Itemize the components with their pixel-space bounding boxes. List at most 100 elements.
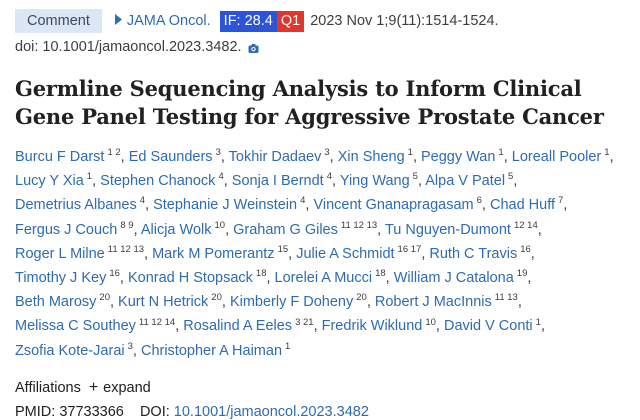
author-name-link[interactable]: Christopher A Haiman xyxy=(140,342,283,359)
author-name-link[interactable]: Zsofia Kote-Jarai xyxy=(15,342,125,359)
author-name-link[interactable]: Fergus J Couch xyxy=(15,221,118,238)
author-name-link[interactable]: Xin Sheng xyxy=(337,148,405,165)
author-name-link[interactable]: Kurt N Hetrick xyxy=(118,294,209,311)
author-affiliation-numbers[interactable]: 12 14 xyxy=(513,219,538,231)
author-item: David V Conti 1, xyxy=(443,316,545,335)
article-title-line-1: Germline Sequencing Analysis to Inform C… xyxy=(15,76,582,101)
author-affiliation-numbers[interactable]: 4 xyxy=(326,171,332,183)
author-name-link[interactable]: Peggy Wan xyxy=(421,148,496,165)
author-name-link[interactable]: Alicja Wolk xyxy=(140,221,212,238)
author-affiliation-numbers[interactable]: 3 21 xyxy=(295,316,314,328)
author-item: Timothy J Key 16, xyxy=(15,268,124,286)
author-affiliation-numbers[interactable]: 1 xyxy=(407,147,413,158)
author-name-link[interactable]: Tokhir Dadaev xyxy=(228,148,322,165)
author-name-link[interactable]: Ed Saunders xyxy=(128,148,213,165)
author-separator: , xyxy=(481,197,486,214)
author-affiliation-numbers[interactable]: 6 xyxy=(476,195,482,207)
author-affiliation-numbers[interactable]: 1 xyxy=(604,147,610,158)
author-affiliation-numbers[interactable]: 11 13 xyxy=(494,292,518,304)
comment-badge[interactable]: Comment xyxy=(15,9,102,33)
author-affiliation-numbers[interactable]: 1 2 xyxy=(107,147,121,158)
author-name-link[interactable]: Julie A Schmidt xyxy=(296,245,395,262)
author-name-link[interactable]: Beth Marosy xyxy=(15,294,97,311)
author-affiliation-numbers[interactable]: 4 xyxy=(139,195,145,207)
author-affiliation-numbers[interactable]: 20 xyxy=(356,292,367,304)
author-item: Alpa V Patel 5, xyxy=(425,171,518,190)
author-name-link[interactable]: Sonja I Berndt xyxy=(231,173,324,190)
author-name-link[interactable]: Tu Nguyen-Dumont xyxy=(384,221,511,238)
author-separator: , xyxy=(266,270,271,286)
author-item: Fergus J Couch 8 9, xyxy=(15,219,138,238)
author-name-link[interactable]: Konrad H Stopsack xyxy=(127,270,253,286)
author-name-link[interactable]: Melissa C Southey xyxy=(15,318,136,335)
author-affiliation-numbers[interactable]: 1 xyxy=(498,147,504,158)
author-affiliation-numbers[interactable]: 16 17 xyxy=(397,243,422,255)
author-item: William J Catalona 19, xyxy=(393,268,532,286)
author-affiliation-numbers[interactable]: 20 xyxy=(99,292,110,304)
author-affiliation-numbers[interactable]: 18 xyxy=(375,268,386,280)
author-affiliation-numbers[interactable]: 1 xyxy=(285,340,291,352)
author-item: Chad Huff 7, xyxy=(489,195,567,214)
author-item: Rosalind A Eeles 3 21, xyxy=(183,316,317,335)
camera-icon[interactable] xyxy=(248,42,259,53)
author-item: Loreall Pooler 1, xyxy=(511,147,614,165)
author-name-link[interactable]: Rosalind A Eeles xyxy=(183,318,293,335)
author-name-link[interactable]: Kimberly F Doheny xyxy=(229,294,354,311)
author-name-link[interactable]: Stephanie J Weinstein xyxy=(153,197,298,214)
author-name-link[interactable]: Burcu F Darst xyxy=(15,148,105,165)
author-item: Robert J MacInnis 11 13, xyxy=(374,292,522,311)
doi-link[interactable]: 10.1001/jamaoncol.2023.3482 xyxy=(173,404,369,420)
author-affiliation-numbers[interactable]: 1 xyxy=(535,316,541,328)
author-affiliation-numbers[interactable]: 5 xyxy=(412,171,418,183)
author-separator: , xyxy=(329,148,334,165)
author-affiliation-numbers[interactable]: 5 xyxy=(508,171,514,183)
author-name-link[interactable]: Timothy J Key xyxy=(15,270,107,286)
affiliations-expand-button[interactable]: + expand xyxy=(89,379,151,397)
author-name-link[interactable]: Ruth C Travis xyxy=(429,245,518,262)
author-affiliation-numbers[interactable]: 3 xyxy=(127,340,133,352)
author-name-link[interactable]: Robert J MacInnis xyxy=(374,294,492,311)
author-name-link[interactable]: Graham G Giles xyxy=(233,221,338,238)
author-affiliation-numbers[interactable]: 11 12 13 xyxy=(107,243,145,255)
author-separator: , xyxy=(540,318,545,335)
author-name-link[interactable]: Lucy Y Xia xyxy=(15,173,84,190)
author-affiliation-numbers[interactable]: 10 xyxy=(214,219,226,231)
author-separator: , xyxy=(503,148,508,165)
author-affiliation-numbers[interactable]: 4 xyxy=(218,171,224,183)
author-affiliation-numbers[interactable]: 3 xyxy=(324,147,330,158)
author-affiliation-numbers[interactable]: 19 xyxy=(516,268,528,280)
author-affiliation-numbers[interactable]: 11 12 13 xyxy=(340,219,378,231)
author-affiliation-numbers[interactable]: 15 xyxy=(277,243,289,255)
author-name-link[interactable]: Roger L Milne xyxy=(15,245,105,262)
author-affiliation-numbers[interactable]: 4 xyxy=(300,195,306,207)
author-affiliation-numbers[interactable]: 8 9 xyxy=(120,219,134,231)
citation-doi: doi: 10.1001/jamaoncol.2023.3482. xyxy=(15,39,242,55)
author-affiliation-numbers[interactable]: 1 xyxy=(86,171,93,183)
author-name-link[interactable]: Demetrius Albanes xyxy=(15,197,137,214)
author-name-link[interactable]: Stephen Chanock xyxy=(100,173,216,190)
author-name-link[interactable]: Chad Huff xyxy=(489,197,555,214)
author-affiliation-numbers[interactable]: 10 xyxy=(425,316,436,328)
author-item: Kurt N Hetrick 20, xyxy=(118,292,226,311)
author-name-link[interactable]: Ying Wang xyxy=(339,173,410,190)
author-name-link[interactable]: Vincent Gnanapragasam xyxy=(313,197,474,214)
author-affiliation-numbers[interactable]: 7 xyxy=(558,195,564,207)
author-name-link[interactable]: William J Catalona xyxy=(393,270,514,286)
author-affiliation-numbers[interactable]: 20 xyxy=(211,292,222,304)
author-name-link[interactable]: Loreall Pooler xyxy=(511,148,602,165)
identifiers-row: PMID: 37733366 DOI: 10.1001/jamaoncol.20… xyxy=(15,404,624,420)
author-name-link[interactable]: David V Conti xyxy=(443,318,533,335)
journal-link[interactable]: JAMA Oncol. xyxy=(126,13,211,29)
author-affiliation-numbers[interactable]: 16 xyxy=(109,268,120,280)
author-affiliation-numbers[interactable]: 11 12 14 xyxy=(138,316,176,328)
author-name-link[interactable]: Alpa V Patel xyxy=(425,173,506,190)
author-separator: , xyxy=(513,173,518,190)
author-affiliation-numbers[interactable]: 3 xyxy=(215,147,221,158)
author-separator: , xyxy=(120,148,125,165)
author-affiliation-numbers[interactable]: 18 xyxy=(255,268,267,280)
author-name-link[interactable]: Mark M Pomerantz xyxy=(152,245,275,262)
author-separator: , xyxy=(221,294,226,311)
author-name-link[interactable]: Fredrik Wiklund xyxy=(321,318,423,335)
author-affiliation-numbers[interactable]: 16 xyxy=(520,243,531,255)
author-name-link[interactable]: Lorelei A Mucci xyxy=(274,270,373,286)
